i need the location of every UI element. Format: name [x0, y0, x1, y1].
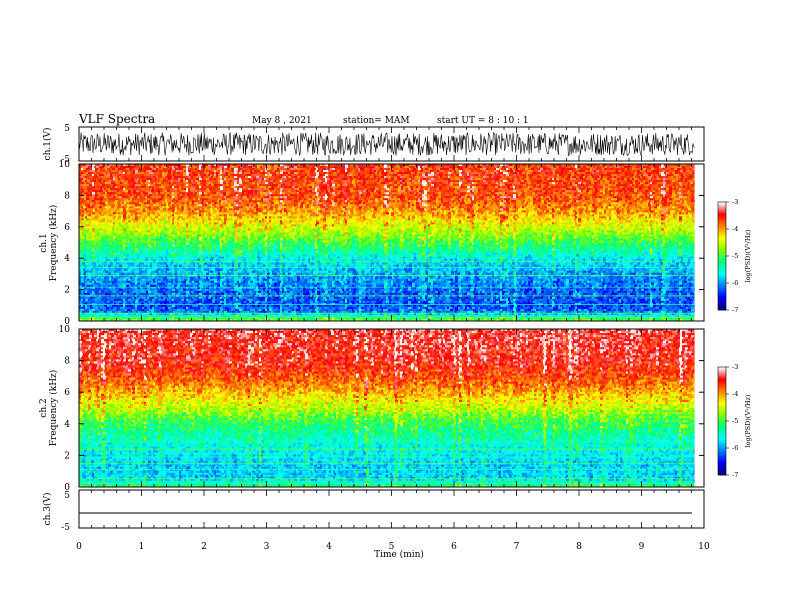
ch1-waveform-line — [79, 133, 694, 156]
ch1-spectrogram-heatmap — [79, 164, 704, 321]
ch2-spectrogram-ylabel-channel: ch.2 — [39, 398, 49, 417]
ch1-spectrogram-ylabel-channel: ch.1 — [39, 233, 49, 252]
ch2-spectrogram-ytick-label: 6 — [64, 388, 70, 398]
time-tick-label: 4 — [326, 542, 332, 552]
ch3-waveform-ytick-bottom: -5 — [61, 523, 70, 533]
ch2-spectrogram-ytick-label: 10 — [59, 325, 71, 335]
time-tick-label: 6 — [451, 542, 457, 552]
ch2-colorbar-ticks: -3 -4 -5 -6 -7 — [726, 363, 738, 479]
figure-title: VLF Spectra — [78, 112, 155, 126]
ch1-colorbar-label: log(PSD)(V²/Hz) — [744, 229, 752, 282]
ch3-waveform-ylabel: ch.3(V) — [42, 493, 53, 526]
ch1-colorbar-gradient — [718, 202, 726, 310]
ch2-colorbar-label: log(PSD)(V²/Hz) — [744, 394, 752, 447]
ch2-colorbar-gradient — [718, 367, 726, 475]
ch1-spectrogram-ytick-label: 10 — [59, 160, 71, 170]
ch1-spectrogram-ytick-label: 2 — [64, 286, 70, 296]
ch1-spectrogram-ytick-label: 4 — [64, 254, 70, 264]
ch1-colorbar: -3 -4 -5 -6 -7 log(PSD)(V²/Hz) — [718, 198, 752, 314]
ch1-colorbar-tick-label: -3 — [732, 198, 738, 206]
time-tick-label: 1 — [139, 542, 145, 552]
ch1-colorbar-ticks: -3 -4 -5 -6 -7 — [726, 198, 738, 314]
ch1-waveform-trace — [79, 133, 694, 156]
time-tick-label: 3 — [264, 542, 270, 552]
header-date: May 8 , 2021 — [252, 116, 312, 126]
ch2-spectrogram-heatmap — [79, 329, 704, 487]
ch1-spectrogram-ytick-label: 6 — [64, 223, 70, 233]
ch1-colorbar-tick-label: -7 — [732, 306, 738, 314]
time-axis-label: Time (min) — [374, 549, 424, 560]
ch1-waveform-ylabel: ch.1(V) — [42, 128, 53, 161]
ch2-spectrogram-ytick-label: 8 — [64, 357, 70, 367]
time-tick-label: 9 — [639, 542, 645, 552]
ch1-colorbar-tick-label: -6 — [732, 279, 738, 287]
ch2-colorbar-tick-label: -5 — [732, 417, 738, 425]
ch2-colorbar-tick-label: -6 — [732, 444, 738, 452]
ch1-spectrogram-ylabel-frequency: Frequency (kHz) — [48, 205, 59, 282]
ch1-waveform-ytick-top: 5 — [64, 124, 70, 134]
ch1-spectrogram-ytick-label: 8 — [64, 191, 70, 201]
ch2-colorbar-tick-label: -3 — [732, 363, 738, 371]
header-start-time: start UT = 8 : 10 : 1 — [437, 116, 529, 126]
time-tick-label: 7 — [514, 542, 520, 552]
ch1-colorbar-tick-label: -5 — [732, 252, 738, 260]
ch2-spectrogram-ylabel-frequency: Frequency (kHz) — [48, 370, 59, 447]
ch2-colorbar: -3 -4 -5 -6 -7 log(PSD)(V²/Hz) — [718, 363, 752, 479]
time-tick-label: 10 — [698, 542, 710, 552]
ch2-spectrogram-ytick-label: 2 — [64, 451, 70, 461]
header-station: station= MAM — [343, 116, 410, 126]
ch1-colorbar-tick-label: -4 — [732, 225, 738, 233]
ch2-spectrogram-ytick-label: 4 — [64, 420, 70, 430]
time-tick-label: 2 — [201, 542, 207, 552]
time-tick-label: 0 — [76, 542, 82, 552]
ch2-colorbar-tick-label: -4 — [732, 390, 738, 398]
ch3-waveform-ytick-top: 5 — [64, 491, 70, 501]
ch2-colorbar-tick-label: -7 — [732, 471, 738, 479]
time-tick-label: 8 — [576, 542, 582, 552]
